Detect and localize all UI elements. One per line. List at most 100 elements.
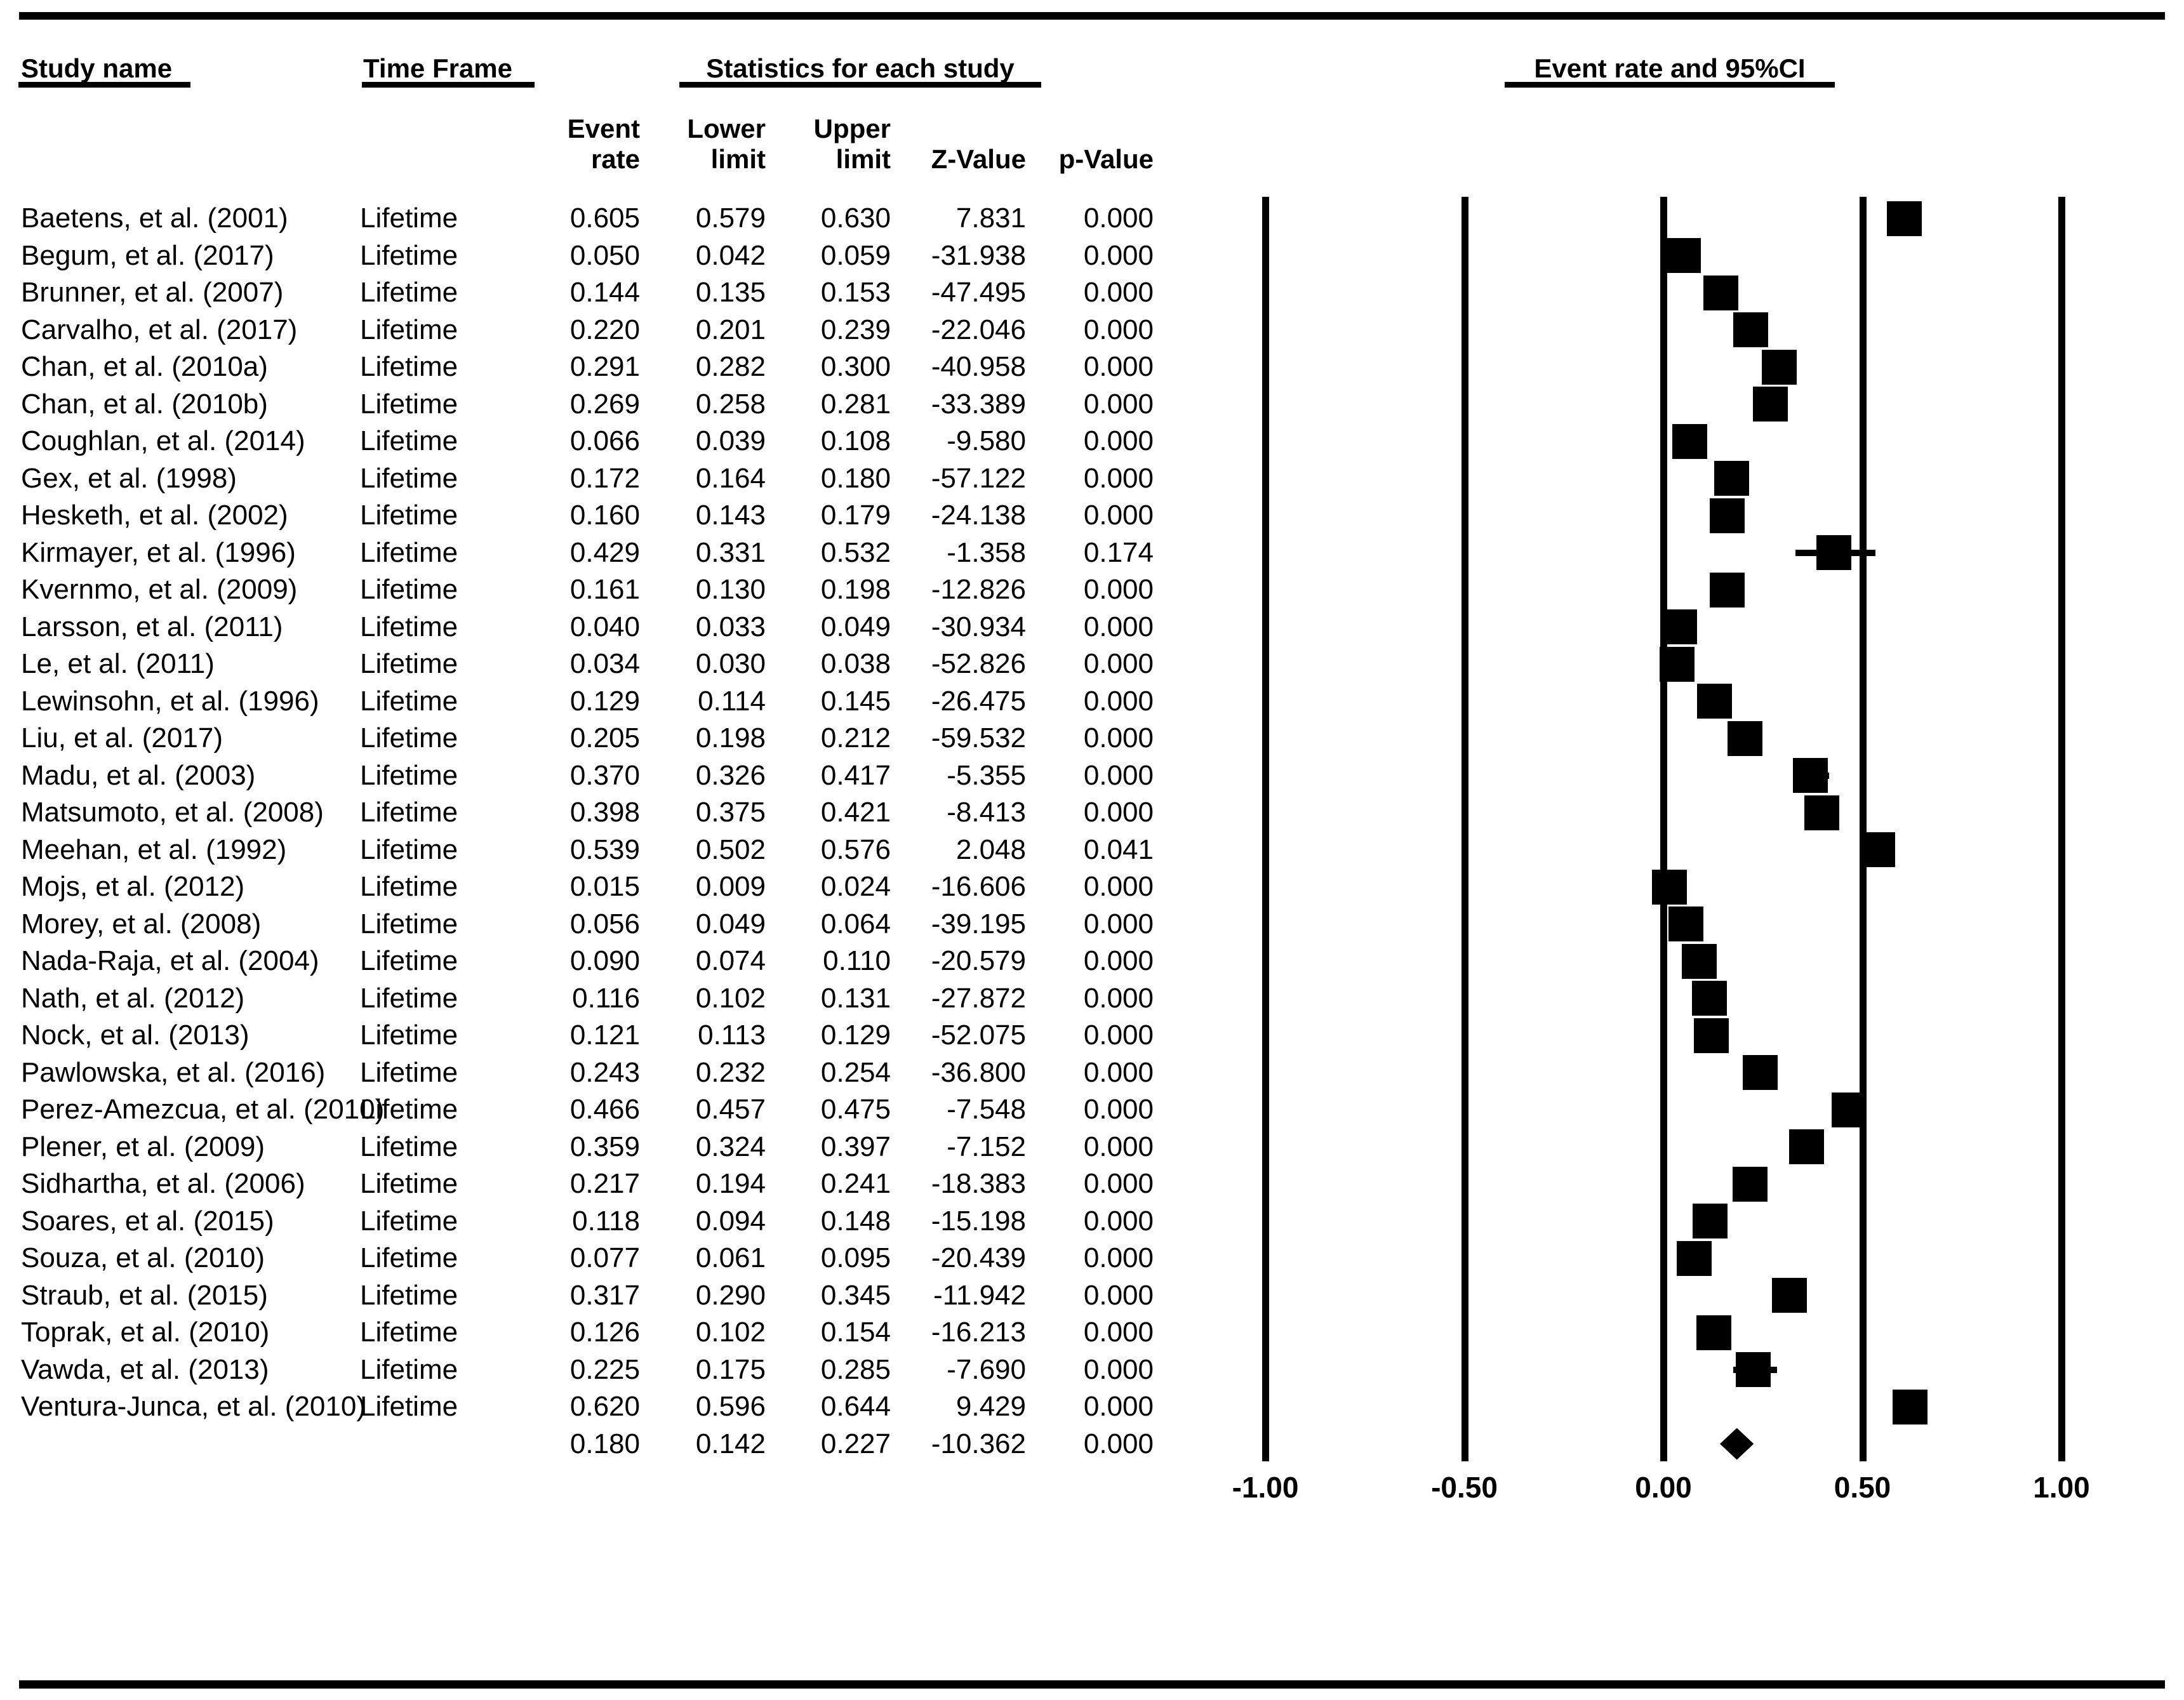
- upper-limit-cell: 0.254: [820, 1056, 891, 1088]
- lower-limit-cell: 0.042: [695, 239, 766, 271]
- upper-limit-cell: 0.179: [820, 500, 891, 531]
- lower-limit-cell: 0.579: [695, 203, 766, 234]
- p-value-cell: 0.000: [1083, 500, 1154, 531]
- z-value-cell: -16.213: [931, 1317, 1026, 1348]
- axis-tick-label: -1.00: [1232, 1471, 1299, 1504]
- time-frame-cell: Lifetime: [360, 351, 458, 382]
- axis-tick-label: -0.50: [1431, 1471, 1498, 1504]
- subheader-event: Event: [567, 114, 640, 143]
- p-value-cell: 0.000: [1083, 685, 1154, 717]
- time-frame-cell: Lifetime: [360, 982, 458, 1014]
- z-value-cell: -30.934: [931, 611, 1026, 642]
- point-estimate-marker: [1709, 498, 1745, 533]
- upper-limit-cell: 0.576: [820, 833, 891, 865]
- p-value-cell: 0.000: [1083, 1205, 1154, 1237]
- z-value-cell: -22.046: [931, 314, 1026, 345]
- event-rate-cell: 0.605: [569, 203, 640, 234]
- axis-gridline: [1461, 197, 1468, 1461]
- time-frame-cell: Lifetime: [360, 574, 458, 605]
- upper-limit-cell: 0.131: [820, 982, 891, 1014]
- time-frame-cell: Lifetime: [360, 685, 458, 717]
- lower-limit-cell: 0.232: [695, 1056, 766, 1088]
- lower-limit-cell: 0.596: [695, 1391, 766, 1422]
- study-name-cell: Pawlowska, et al. (2016): [21, 1056, 326, 1088]
- time-frame-cell: Lifetime: [360, 239, 458, 271]
- p-value-cell: 0.000: [1083, 648, 1154, 679]
- column-header-statistics-group: Statistics for each study: [706, 53, 1015, 83]
- study-name-underline: [18, 82, 190, 88]
- p-value-cell: 0.000: [1083, 1391, 1154, 1422]
- z-value-cell: 7.831: [956, 203, 1026, 234]
- event-rate-cell: 0.077: [569, 1242, 640, 1273]
- table-row: Coughlan, et al. (2014) Lifetime 0.066 0.03…: [0, 423, 2184, 460]
- z-value-cell: -15.198: [931, 1205, 1026, 1237]
- study-name-cell: Chan, et al. (2010a): [21, 351, 268, 382]
- p-value-cell: 0.000: [1083, 1279, 1154, 1311]
- point-estimate-marker: [1696, 1315, 1731, 1350]
- z-value-cell: -26.475: [931, 685, 1026, 717]
- event-rate-ci-underline: [1505, 82, 1835, 88]
- upper-limit-cell: 0.024: [820, 871, 891, 902]
- study-name-cell: Chan, et al. (2010b): [21, 388, 268, 420]
- time-frame-cell: Lifetime: [360, 388, 458, 420]
- event-rate-cell: 0.220: [569, 314, 640, 345]
- point-estimate-marker: [1788, 1129, 1824, 1164]
- p-value-cell: 0.000: [1083, 1353, 1154, 1385]
- event-rate-cell: 0.398: [569, 797, 640, 828]
- upper-limit-cell: 0.345: [820, 1279, 891, 1311]
- p-value-cell: 0.000: [1083, 1094, 1154, 1125]
- point-estimate-marker: [1816, 535, 1852, 570]
- upper-limit-cell: 0.095: [820, 1242, 891, 1273]
- study-name-cell: Meehan, et al. (1992): [21, 833, 287, 865]
- time-frame-cell: Lifetime: [360, 203, 458, 234]
- axis-gridline: [1660, 197, 1667, 1461]
- table-row: Vawda, et al. (2013) Lifetime 0.225 0.175 0.…: [0, 1351, 2184, 1388]
- time-frame-underline: [362, 82, 535, 88]
- upper-limit-cell: 0.154: [820, 1317, 891, 1348]
- lower-limit-cell: 0.375: [695, 797, 766, 828]
- time-frame-cell: Lifetime: [360, 1019, 458, 1051]
- p-value-cell: 0.000: [1083, 239, 1154, 271]
- study-name-cell: Madu, et al. (2003): [21, 759, 256, 791]
- time-frame-cell: Lifetime: [360, 1205, 458, 1237]
- lower-limit-cell: 0.201: [695, 314, 766, 345]
- point-estimate-marker: [1742, 1055, 1778, 1090]
- upper-limit-cell: 0.108: [820, 425, 891, 456]
- z-value-cell: -12.826: [931, 574, 1026, 605]
- p-value-cell: 0.000: [1083, 277, 1154, 308]
- event-rate-cell: 0.040: [569, 611, 640, 642]
- p-value-cell: 0.000: [1083, 759, 1154, 791]
- event-rate-cell: 0.539: [569, 833, 640, 865]
- p-value-cell: 0.041: [1083, 833, 1154, 865]
- table-row: Morey, et al. (2008) Lifetime 0.056 0.049 0.…: [0, 906, 2184, 943]
- p-value-cell: 0.000: [1083, 1019, 1154, 1051]
- subheader-upper-limit: limit: [836, 144, 891, 174]
- point-estimate-marker: [1659, 646, 1695, 682]
- time-frame-cell: Lifetime: [360, 611, 458, 642]
- lower-limit-cell: 0.030: [695, 648, 766, 679]
- z-value-cell: -31.938: [931, 239, 1026, 271]
- event-rate-cell: 0.172: [569, 462, 640, 494]
- event-rate-cell: 0.370: [569, 759, 640, 791]
- time-frame-cell: Lifetime: [360, 277, 458, 308]
- p-value-cell: 0.174: [1083, 536, 1154, 568]
- study-name-cell: Sidhartha, et al. (2006): [21, 1168, 305, 1199]
- time-frame-cell: Lifetime: [360, 648, 458, 679]
- event-rate-cell: 0.160: [569, 500, 640, 531]
- upper-limit-cell: 0.212: [820, 722, 891, 754]
- z-value-cell: -27.872: [931, 982, 1026, 1014]
- point-estimate-marker: [1661, 609, 1697, 644]
- upper-limit-cell: 0.644: [820, 1391, 891, 1422]
- table-row: Gex, et al. (1998) Lifetime 0.172 0.164 0.18…: [0, 460, 2184, 497]
- time-frame-cell: Lifetime: [360, 1242, 458, 1273]
- upper-limit-cell: 0.145: [820, 685, 891, 717]
- upper-limit-cell: 0.129: [820, 1019, 891, 1051]
- upper-limit-cell: 0.300: [820, 351, 891, 382]
- event-rate-cell: 0.144: [569, 277, 640, 308]
- lower-limit-cell: 0.114: [698, 685, 766, 717]
- lower-limit-cell: 0.324: [695, 1131, 766, 1162]
- p-value-cell: 0.000: [1083, 945, 1154, 976]
- event-rate-cell: 0.269: [569, 388, 640, 420]
- study-name-cell: Gex, et al. (1998): [21, 462, 237, 494]
- time-frame-cell: Lifetime: [360, 1353, 458, 1385]
